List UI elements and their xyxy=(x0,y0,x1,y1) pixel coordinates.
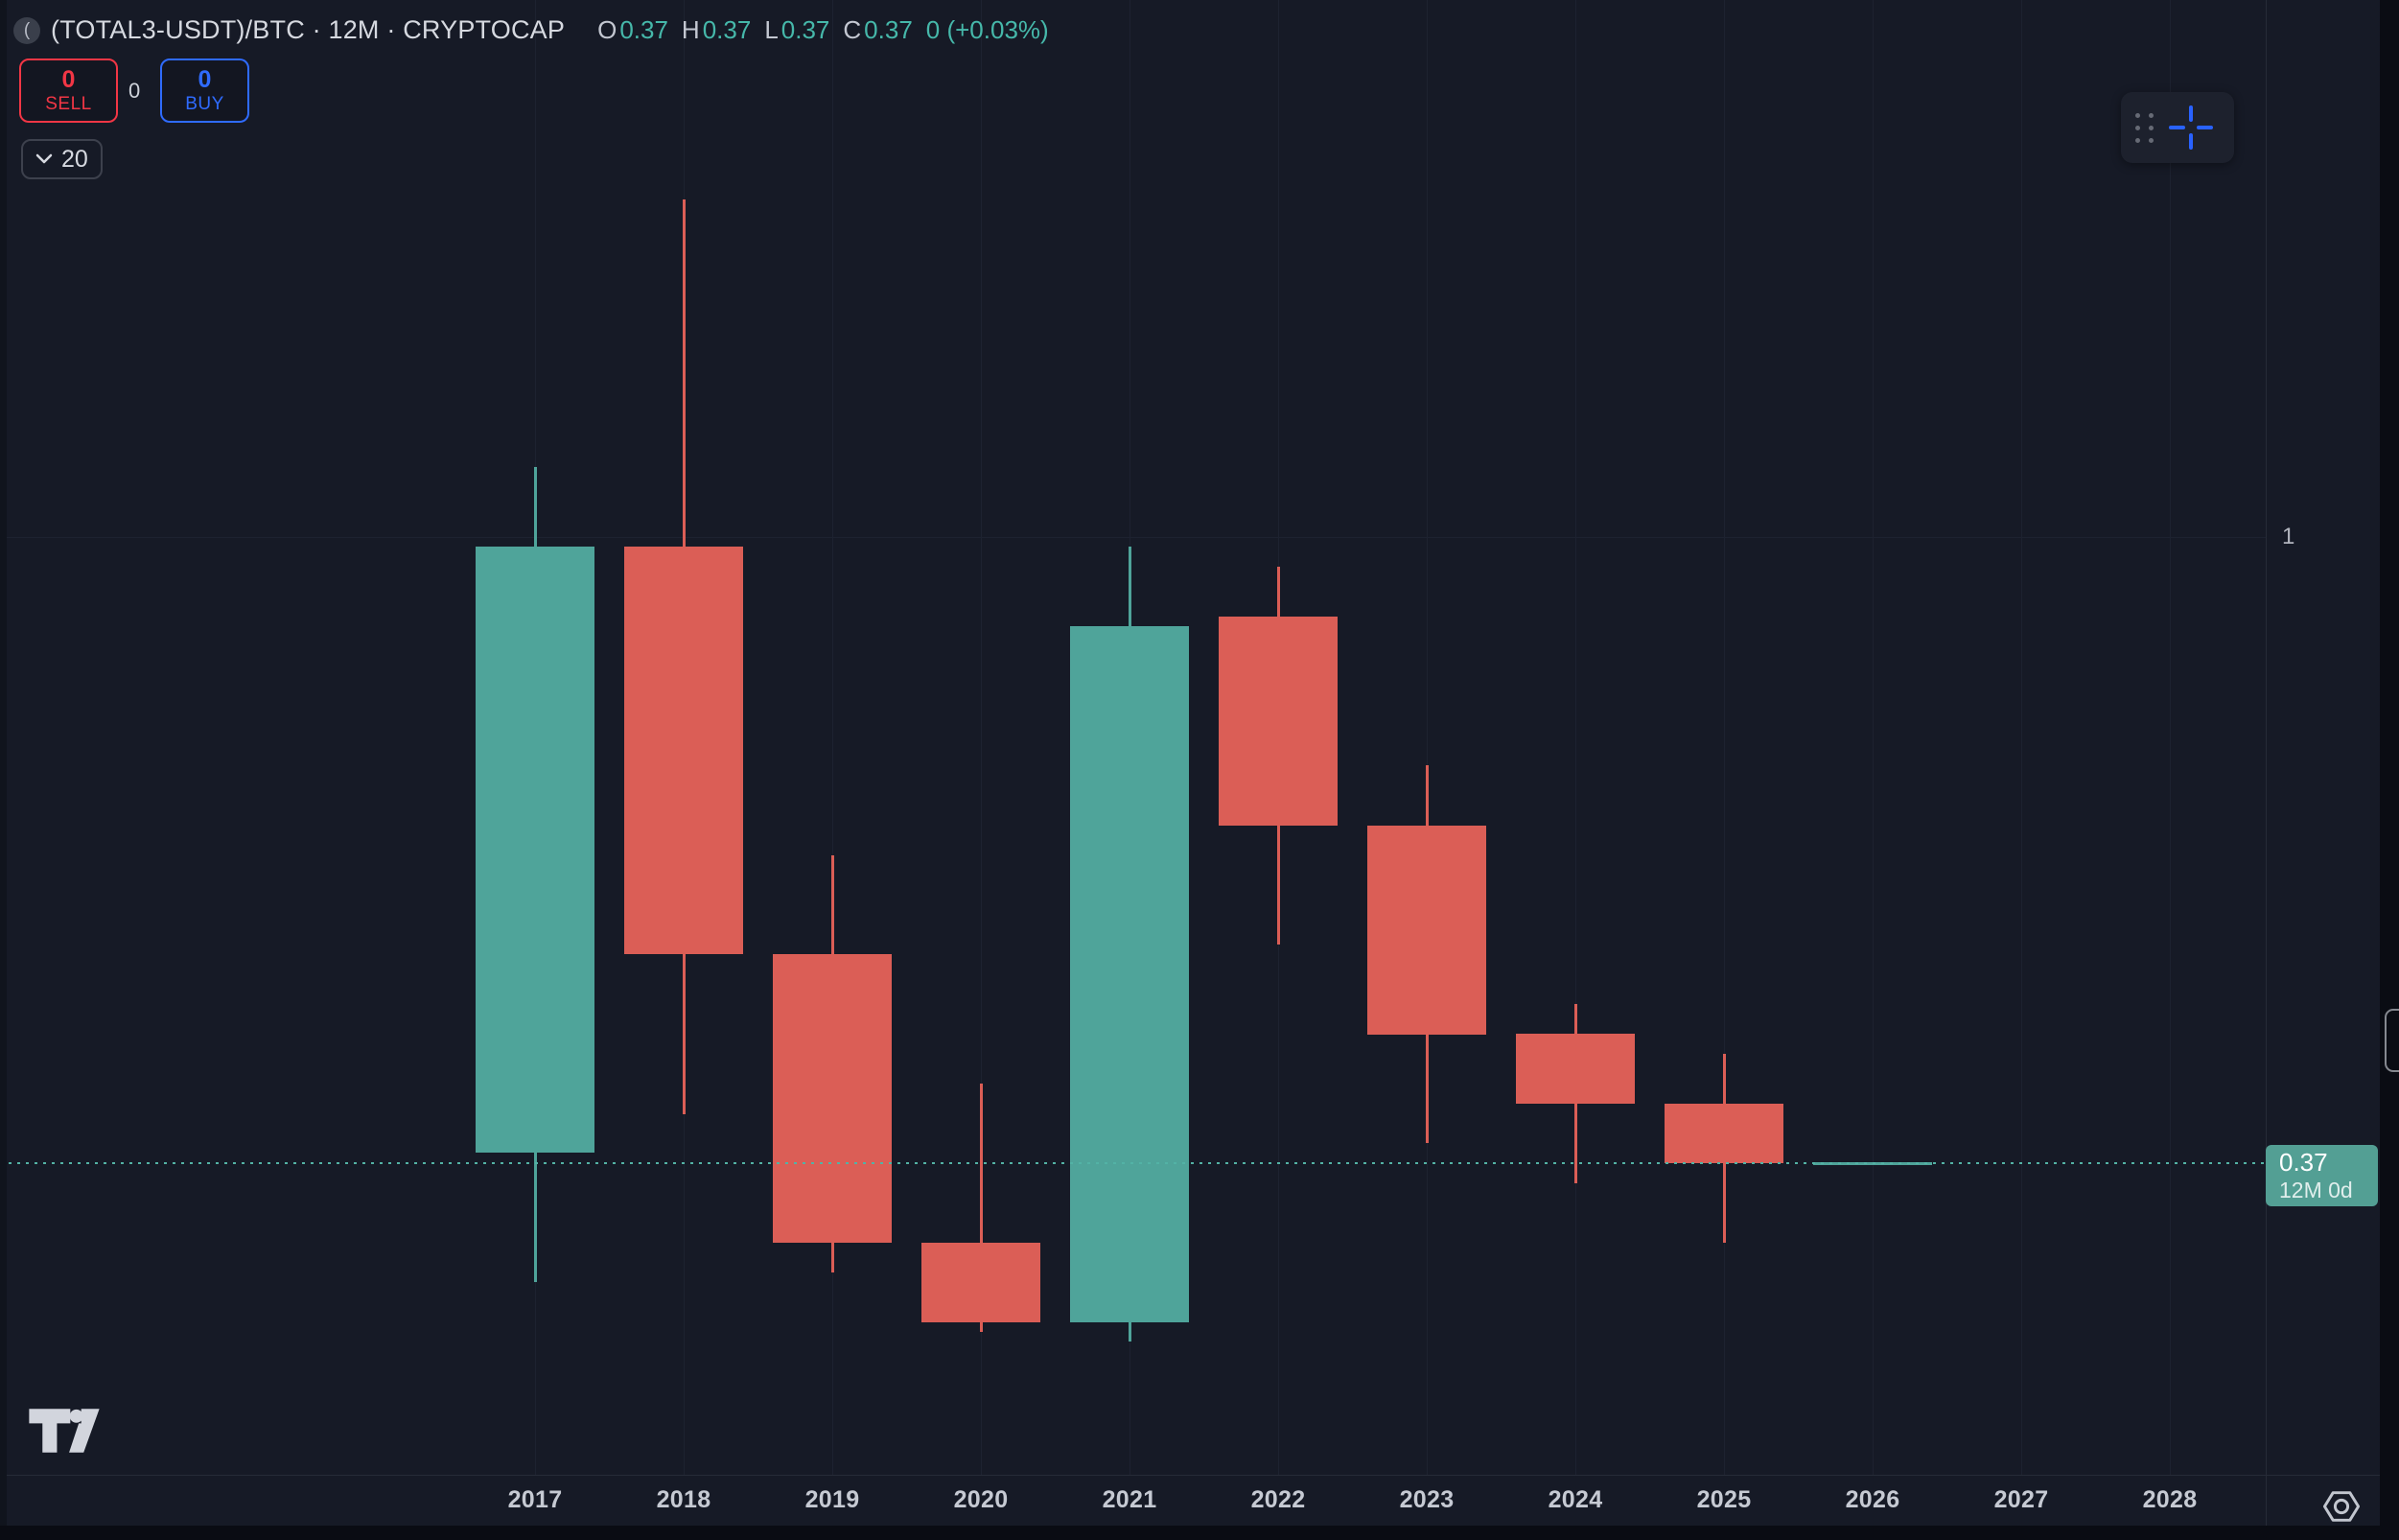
current-price-value: 0.37 xyxy=(2279,1147,2328,1177)
window-right-edge xyxy=(2380,0,2399,1540)
candles-count-value: 20 xyxy=(61,145,88,173)
symbol-title[interactable]: (TOTAL3-USDT)/BTC · 12M · CRYPTOCAP xyxy=(51,15,566,44)
time-axis-label: 2023 xyxy=(1399,1486,1455,1513)
scrollbar-thumb[interactable] xyxy=(2385,1009,2399,1072)
ohlc-open-value: 0.37 xyxy=(619,15,668,44)
vertical-gridline xyxy=(1724,0,1725,1475)
ohlc-high-value: 0.37 xyxy=(702,15,752,44)
candle-wick-2020 xyxy=(979,1084,983,1332)
price-axis-separator xyxy=(2266,0,2267,1526)
time-axis-label: 2018 xyxy=(656,1486,711,1513)
price-axis-tick[interactable]: 1 xyxy=(2282,524,2295,549)
ohlc-high-label: H xyxy=(681,15,700,44)
candle-body-2019 xyxy=(773,954,892,1243)
ohlc-close-label: C xyxy=(843,15,862,44)
buy-button[interactable]: 0 BUY xyxy=(160,58,249,123)
ohlc-change: 0 (+0.03%) xyxy=(925,15,1049,44)
tradingview-logo[interactable] xyxy=(27,1408,102,1454)
sell-label: SELL xyxy=(45,93,92,114)
candle-body-2023 xyxy=(1367,826,1486,1035)
chart-legend-row: ( (TOTAL3-USDT)/BTC · 12M · CRYPTOCAP O … xyxy=(13,15,1049,45)
vertical-gridline xyxy=(2170,0,2171,1475)
current-price-tag[interactable]: 0.37 12M 0d xyxy=(2266,1145,2378,1206)
time-axis-label: 2017 xyxy=(507,1486,563,1513)
symbol-logo[interactable]: ( xyxy=(13,16,40,44)
time-axis-label: 2022 xyxy=(1250,1486,1306,1513)
ohlc-low-value: 0.37 xyxy=(780,15,830,44)
candle-body-2017 xyxy=(476,547,594,1153)
buy-label: BUY xyxy=(185,93,224,114)
ohlc-open-label: O xyxy=(597,15,617,44)
time-axis-label: 2021 xyxy=(1102,1486,1157,1513)
vertical-gridline xyxy=(1575,0,1576,1475)
candle-body-2021 xyxy=(1070,626,1189,1322)
candle-body-2024 xyxy=(1516,1034,1635,1104)
window-left-edge xyxy=(0,0,7,1540)
candle-body-2018 xyxy=(624,547,743,954)
chevron-down-icon xyxy=(35,153,53,165)
candle-body-2022 xyxy=(1219,617,1338,826)
price-scale-settings-gear-icon[interactable] xyxy=(2320,1485,2363,1528)
time-axis-label: 2027 xyxy=(1993,1486,2049,1513)
ohlc-close-value: 0.37 xyxy=(864,15,913,44)
position-quantity: 0 xyxy=(128,79,141,103)
vertical-gridline xyxy=(1873,0,1874,1475)
vertical-gridline xyxy=(981,0,982,1475)
time-axis-label: 2020 xyxy=(953,1486,1009,1513)
candles-count-chip[interactable]: 20 xyxy=(21,139,103,179)
bar-countdown: 12M 0d xyxy=(2279,1177,2353,1202)
symbol-logo-char: ( xyxy=(23,19,31,40)
time-axis-label: 2019 xyxy=(804,1486,860,1513)
time-axis[interactable]: 2017 2018 2019 2020 2021 2022 2023 2024 2025 2026… xyxy=(0,1486,2380,1525)
vertical-gridline xyxy=(832,0,833,1475)
time-axis-label: 2028 xyxy=(2142,1486,2198,1513)
time-axis-label: 2024 xyxy=(1548,1486,1603,1513)
buy-quantity: 0 xyxy=(198,66,212,94)
candle-body-2020 xyxy=(921,1243,1040,1322)
vertical-gridline xyxy=(1427,0,1428,1475)
time-axis-separator xyxy=(0,1475,2380,1476)
vertical-gridline xyxy=(2021,0,2022,1475)
drag-handle-icon[interactable] xyxy=(2135,112,2154,143)
ohlc-low-label: L xyxy=(764,15,779,44)
horizontal-gridline xyxy=(0,537,2266,538)
time-axis-label: 2026 xyxy=(1845,1486,1900,1513)
sell-button[interactable]: 0 SELL xyxy=(19,58,118,123)
candle-body-2025 xyxy=(1665,1104,1783,1163)
ohlc-readout: O 0.37 H 0.37 L 0.37 C 0.37 0 (+0.03%) xyxy=(597,15,1049,45)
floating-toolbar xyxy=(2121,92,2234,163)
window-bottom-edge xyxy=(0,1526,2399,1540)
current-price-line xyxy=(0,1162,2266,1164)
time-axis-label: 2025 xyxy=(1696,1486,1752,1513)
crosshair-icon[interactable] xyxy=(2169,105,2213,150)
sell-quantity: 0 xyxy=(61,66,76,94)
